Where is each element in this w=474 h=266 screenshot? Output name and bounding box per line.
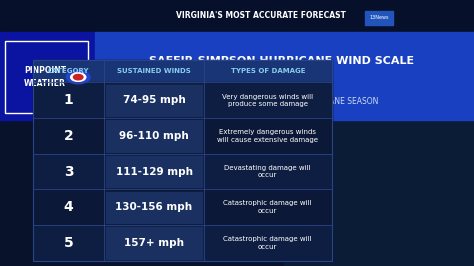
Text: 13News: 13News	[369, 15, 389, 20]
Text: Catastrophic damage will
occur: Catastrophic damage will occur	[224, 236, 312, 250]
Text: Very dangerous winds will
produce some damage: Very dangerous winds will produce some d…	[222, 94, 313, 107]
Bar	[106, 227, 202, 259]
Text: 111-129 mph: 111-129 mph	[116, 167, 192, 177]
Bar	[33, 225, 332, 261]
Text: 4: 4	[64, 200, 73, 214]
Circle shape	[71, 73, 86, 81]
Text: 5: 5	[64, 236, 73, 250]
Bar	[95, 0, 474, 32]
Text: Catastrophic damage will
occur: Catastrophic damage will occur	[224, 201, 312, 214]
Bar	[95, 32, 474, 120]
Bar	[33, 60, 332, 261]
Text: 3: 3	[64, 165, 73, 178]
Text: CATEGORY: CATEGORY	[48, 68, 90, 74]
Bar	[106, 120, 202, 152]
Text: WEATHER: WEATHER	[24, 79, 66, 88]
Bar	[33, 154, 332, 189]
Bar	[33, 60, 332, 261]
Bar	[106, 85, 202, 116]
Text: PINPOINT: PINPOINT	[24, 66, 66, 75]
Bar	[365, 11, 393, 25]
Text: 157+ mph: 157+ mph	[124, 238, 184, 248]
Bar	[0, 32, 95, 120]
Text: VIRGINIA'S MOST ACCURATE FORECAST: VIRGINIA'S MOST ACCURATE FORECAST	[176, 11, 346, 20]
Bar	[5, 41, 88, 113]
Bar	[33, 82, 332, 118]
Text: 1: 1	[64, 93, 73, 107]
Bar	[0, 0, 474, 32]
Text: 96-110 mph: 96-110 mph	[119, 131, 189, 141]
Text: Extremely dangerous winds
will cause extensive damage: Extremely dangerous winds will cause ext…	[217, 129, 319, 143]
Text: 130-156 mph: 130-156 mph	[116, 202, 192, 212]
Text: Devastating damage will
occur: Devastating damage will occur	[225, 165, 311, 178]
Bar	[106, 192, 202, 223]
Bar	[322, 0, 474, 266]
Bar	[33, 118, 332, 154]
Text: SAFFIR-SIMPSON HURRICANE WIND SCALE: SAFFIR-SIMPSON HURRICANE WIND SCALE	[149, 56, 415, 66]
Text: TYPES OF DAMAGE: TYPES OF DAMAGE	[230, 68, 305, 74]
Text: 2: 2	[64, 129, 73, 143]
Circle shape	[73, 74, 83, 80]
Bar	[284, 0, 474, 266]
Bar	[33, 189, 332, 225]
Text: 74-95 mph: 74-95 mph	[123, 95, 185, 105]
Bar	[106, 156, 202, 187]
Text: SUSTAINED WINDS: SUSTAINED WINDS	[117, 68, 191, 74]
Bar	[33, 60, 332, 82]
Text: 2021 ATLANTIC HURRICANE SEASON: 2021 ATLANTIC HURRICANE SEASON	[239, 97, 379, 106]
Circle shape	[66, 70, 90, 84]
